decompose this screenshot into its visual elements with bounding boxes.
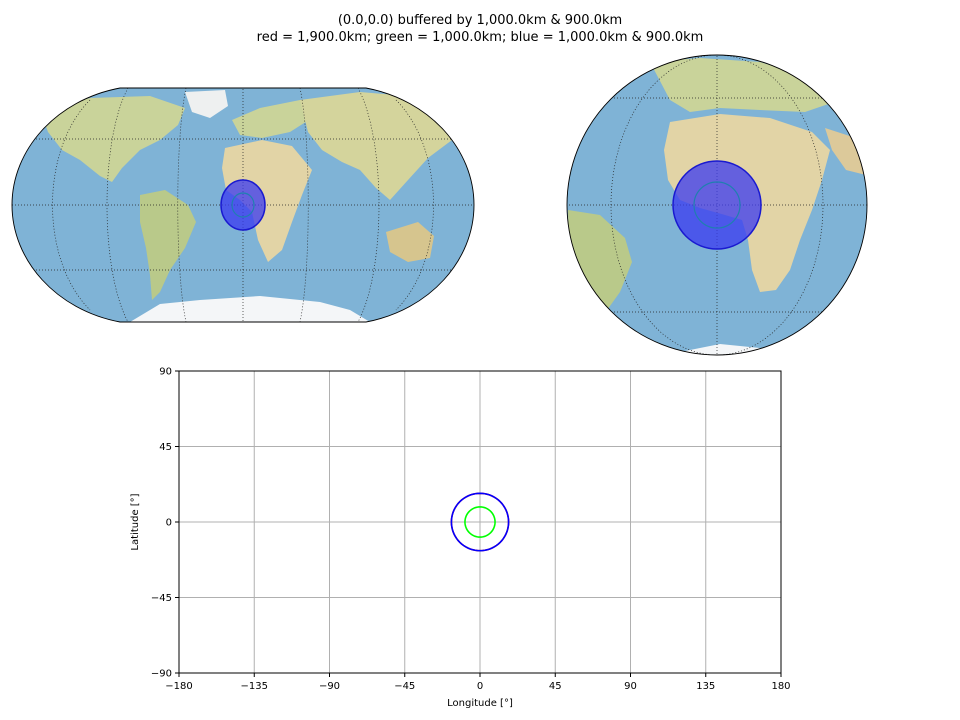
robinson-africa (222, 140, 312, 262)
y-tick-label: 90 (159, 367, 172, 378)
x-tick-label: −90 (319, 681, 340, 692)
x-tick-label: 180 (771, 681, 790, 692)
ortho-antarctica (680, 344, 770, 355)
x-axis-label: Longitude [°] (447, 698, 513, 709)
ortho-outline (566, 54, 868, 356)
robinson-antarctica (130, 296, 370, 322)
series-layer (450, 492, 510, 552)
robinson-north-america (40, 96, 185, 182)
y-tick-label: −90 (151, 669, 172, 680)
orthographic-map (566, 54, 868, 356)
x-tick-label: 135 (696, 681, 715, 692)
y-tick-label: 0 (166, 518, 172, 529)
ortho-buffer-1900km (672, 160, 762, 250)
y-axis-label: Latitude [°] (130, 493, 141, 550)
buffer-series-line-2 (450, 492, 510, 552)
y-tick-label: −45 (151, 593, 172, 604)
robinson-map (11, 87, 475, 323)
x-tick-label: 0 (477, 681, 483, 692)
x-tick-label: −180 (165, 681, 192, 692)
robinson-south-america (140, 190, 196, 300)
ortho-buffer-1000km (693, 181, 741, 229)
figure-title-line-2: red = 1,900.0km; green = 1,000.0km; blue… (256, 30, 704, 45)
x-tick-label: 45 (549, 681, 562, 692)
x-tick-label: −135 (241, 681, 268, 692)
robinson-outline (11, 87, 475, 323)
robinson-asia (300, 92, 462, 200)
ortho-europe (650, 58, 840, 112)
x-tick-label: 90 (624, 681, 637, 692)
x-tick-label: −45 (394, 681, 415, 692)
robinson-buffer-1000km (231, 192, 255, 218)
figure-title-line-1: (0.0,0.0) buffered by 1,000.0km & 900.0k… (337, 13, 623, 28)
robinson-buffer-1900km (220, 179, 266, 231)
tick-layer: −180 −135 −90 −45 0 45 90 135 180 −90 −45 0 45 90 (151, 367, 791, 693)
y-tick-label: 45 (159, 442, 172, 453)
robinson-greenland (185, 90, 228, 118)
robinson-australia (386, 222, 434, 262)
buffer-series-line-1 (464, 506, 496, 538)
robinson-europe (232, 100, 312, 138)
lonlat-axes: −180 −135 −90 −45 0 45 90 135 180 −90 −45 0 45 90 Lon… (130, 367, 791, 710)
